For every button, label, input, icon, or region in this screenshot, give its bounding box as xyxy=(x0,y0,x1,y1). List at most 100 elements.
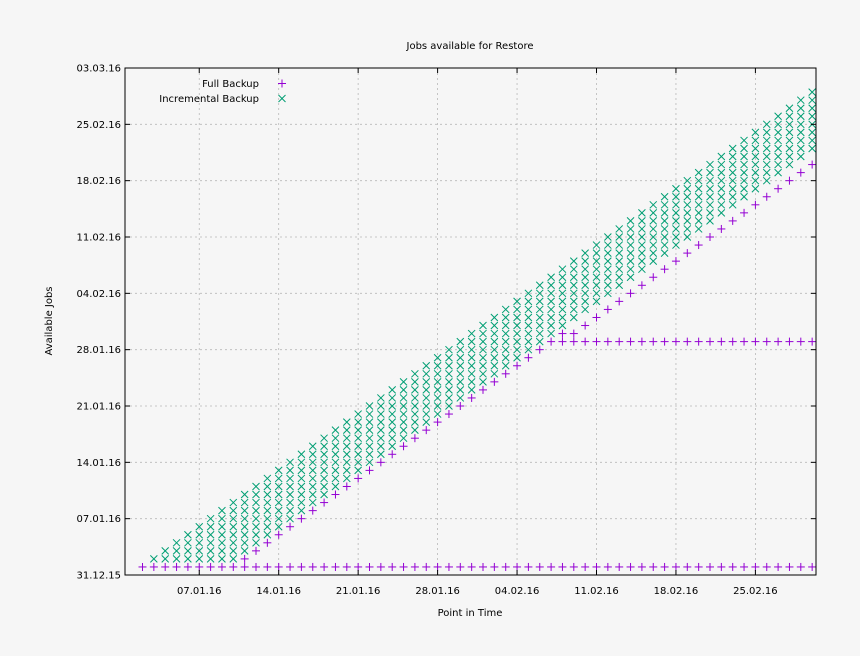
full-backup-point xyxy=(626,289,635,298)
full-backup-point xyxy=(615,297,624,306)
full-backup-point xyxy=(320,498,329,507)
incremental-backup-point xyxy=(218,514,226,523)
incremental-backup-point xyxy=(728,152,737,161)
incremental-backup-point xyxy=(683,200,692,209)
incremental-backup-point xyxy=(376,394,385,402)
incremental-backup-point xyxy=(365,442,374,451)
incremental-backup-point xyxy=(808,128,817,137)
full-backup-point xyxy=(490,562,499,571)
incremental-backup-point xyxy=(649,217,658,225)
y-axis-label: Available Jobs xyxy=(44,286,55,355)
incremental-backup-point xyxy=(286,506,294,515)
incremental-backup-point xyxy=(456,386,465,394)
incremental-backup-point xyxy=(274,514,283,523)
incremental-backup-point xyxy=(308,442,317,451)
incremental-backup-point xyxy=(240,538,249,547)
incremental-backup-point xyxy=(683,225,692,233)
incremental-backup-point xyxy=(456,394,465,402)
incremental-backup-point xyxy=(376,442,385,451)
full-backup-point xyxy=(660,562,669,571)
incremental-backup-point xyxy=(603,233,612,241)
incremental-backup-point xyxy=(762,176,771,185)
incremental-backup-point xyxy=(342,418,351,426)
incremental-backup-point xyxy=(649,241,658,249)
incremental-backup-point xyxy=(411,394,419,402)
incremental-backup-point xyxy=(308,466,317,475)
incremental-backup-point xyxy=(240,530,249,539)
x-axis-ticks: 07.01.16 14.01.16 21.01.16 28.01.16 04.02.16… xyxy=(177,68,778,597)
incremental-backup-point xyxy=(342,458,351,467)
full-backup-point xyxy=(706,233,714,241)
incremental-backup-point xyxy=(796,120,805,129)
incremental-backup-point xyxy=(683,184,692,193)
incremental-backup-point xyxy=(751,168,760,177)
incremental-backup-point xyxy=(728,184,737,193)
incremental-backup-point xyxy=(592,257,601,265)
incremental-backup-point xyxy=(467,361,476,370)
incremental-backup-point xyxy=(785,120,794,129)
legend-plus-icon xyxy=(278,79,286,88)
incremental-backup-point xyxy=(796,128,805,137)
full-backup-point xyxy=(671,257,680,266)
full-backup-point xyxy=(626,562,635,571)
incremental-backup-point xyxy=(479,378,487,386)
incremental-backup-point xyxy=(762,136,771,145)
incremental-backup-point xyxy=(501,361,510,370)
incremental-backup-point xyxy=(422,386,431,394)
incremental-backup-point xyxy=(376,450,385,459)
y-tick-label: 04.02.16 xyxy=(76,289,121,300)
full-backup-point xyxy=(388,450,397,459)
incremental-backup-point xyxy=(535,321,544,330)
incremental-backup-point xyxy=(399,386,408,394)
full-backup-point xyxy=(161,562,170,571)
full-backup-point xyxy=(796,168,805,177)
incremental-backup-point xyxy=(751,144,760,153)
incremental-backup-point xyxy=(365,402,374,410)
incremental-backup-point xyxy=(411,386,419,394)
incremental-backup-point xyxy=(308,474,317,483)
incremental-backup-point xyxy=(762,168,771,177)
incremental-backup-point xyxy=(433,353,442,362)
incremental-backup-series xyxy=(149,88,817,563)
incremental-backup-point xyxy=(694,176,703,185)
incremental-backup-point xyxy=(728,200,737,209)
incremental-backup-point xyxy=(376,426,385,434)
full-backup-point xyxy=(399,442,408,451)
incremental-backup-point xyxy=(195,555,204,563)
incremental-backup-point xyxy=(365,434,374,443)
full-backup-point xyxy=(410,434,419,443)
incremental-backup-point xyxy=(467,337,476,346)
full-backup-point xyxy=(535,562,544,571)
incremental-backup-point xyxy=(411,426,419,434)
full-backup-point xyxy=(637,337,646,346)
incremental-backup-point xyxy=(524,337,533,346)
full-backup-point xyxy=(785,337,794,346)
full-backup-point xyxy=(774,184,783,193)
incremental-backup-point xyxy=(252,514,260,523)
incremental-backup-point xyxy=(195,538,204,547)
incremental-backup-point xyxy=(774,160,782,169)
incremental-backup-point xyxy=(274,474,283,483)
full-backup-point xyxy=(603,305,612,314)
full-backup-point xyxy=(706,562,714,571)
incremental-backup-point xyxy=(672,184,680,193)
incremental-backup-point xyxy=(445,402,453,410)
incremental-backup-point xyxy=(558,289,567,298)
incremental-backup-point xyxy=(263,522,272,531)
incremental-backup-point xyxy=(297,506,306,515)
incremental-backup-point xyxy=(161,555,170,563)
incremental-backup-point xyxy=(229,506,238,515)
full-backup-point xyxy=(399,562,408,571)
incremental-backup-point xyxy=(286,474,294,483)
incremental-backup-point xyxy=(501,353,510,362)
incremental-backup-point xyxy=(762,160,771,169)
incremental-backup-point xyxy=(694,225,703,233)
incremental-backup-point xyxy=(490,321,499,330)
incremental-backup-point xyxy=(240,514,249,523)
full-backup-point xyxy=(762,192,771,201)
full-backup-point xyxy=(785,176,794,185)
incremental-backup-point xyxy=(501,329,510,338)
full-backup-point xyxy=(751,200,760,209)
